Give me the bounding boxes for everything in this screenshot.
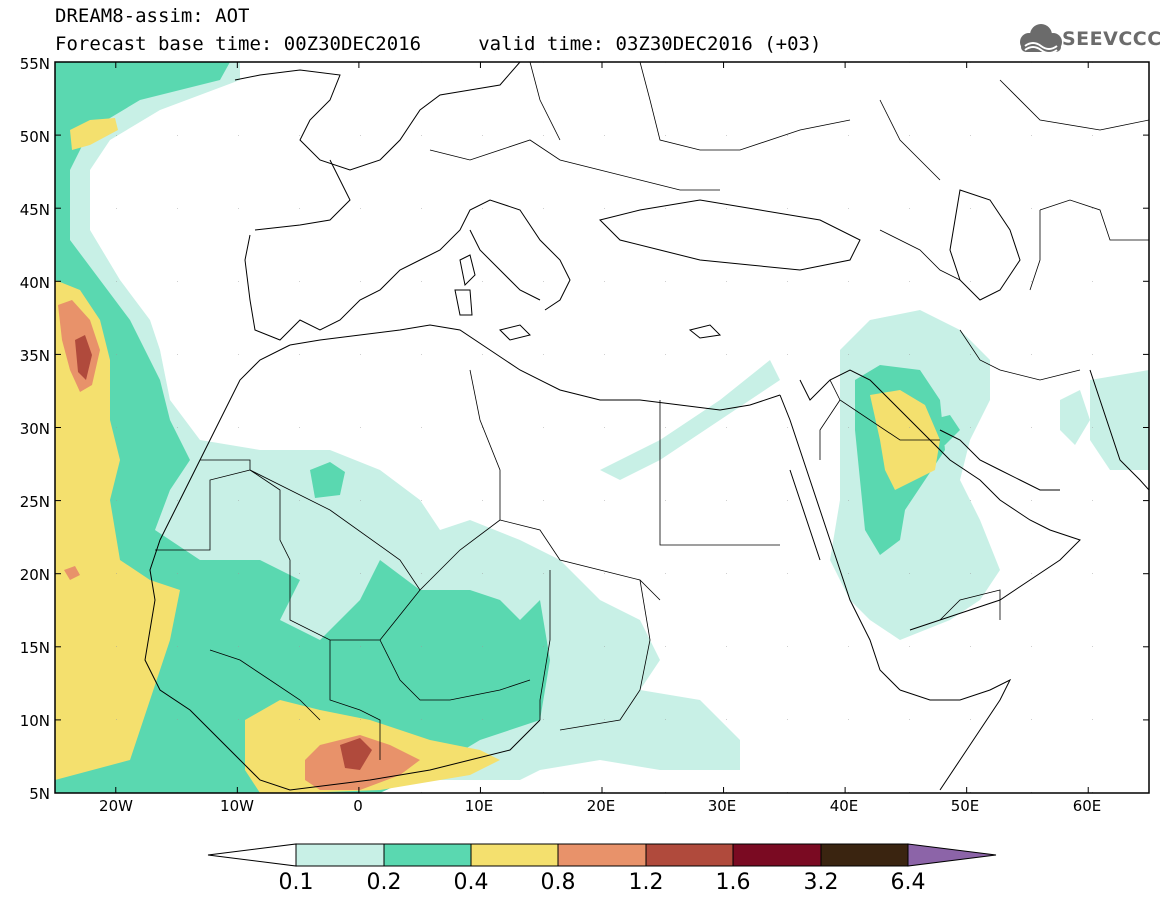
cloud-logo-icon	[1020, 24, 1062, 54]
lon-label: 10W	[220, 797, 254, 815]
lat-label: 5N	[29, 785, 50, 803]
colorbar-label: 6.4	[890, 870, 926, 895]
lon-label: 60E	[1072, 797, 1102, 815]
colorbar-label: 0.1	[278, 870, 314, 895]
colorbar-label: 0.2	[366, 870, 402, 895]
map-title: DREAM8-assim: AOT	[55, 5, 250, 27]
lat-label: 45N	[19, 201, 50, 219]
lon-label: 20E	[586, 797, 616, 815]
lon-label: 40E	[829, 797, 859, 815]
colorbar-label: 0.8	[540, 870, 576, 895]
lat-label: 25N	[19, 493, 50, 511]
lon-label: 20W	[99, 797, 133, 815]
lon-label: 50E	[950, 797, 980, 815]
lat-label: 30N	[19, 420, 50, 438]
lon-label: 0	[353, 797, 363, 815]
colorbar-label: 3.2	[803, 870, 839, 895]
colorbar-label: 1.2	[628, 870, 664, 895]
lat-label: 55N	[19, 55, 50, 73]
country-borders	[155, 62, 1149, 760]
colorbar-label: 1.6	[715, 870, 751, 895]
lat-label: 15N	[19, 639, 50, 657]
lat-label: 10N	[19, 712, 50, 730]
graticule	[55, 62, 1149, 793]
lon-label: 10E	[464, 797, 494, 815]
coastlines	[144, 62, 1149, 791]
forecast-times: Forecast base time: 00Z30DEC2016 valid t…	[55, 33, 822, 55]
lon-label: 30E	[707, 797, 737, 815]
colorbar-label: 0.4	[453, 870, 489, 895]
lat-label: 35N	[19, 347, 50, 365]
logo-text: SEEVCCC	[1062, 28, 1162, 50]
lat-label: 50N	[19, 128, 50, 146]
lat-label: 20N	[19, 566, 50, 584]
lat-label: 40N	[19, 274, 50, 292]
